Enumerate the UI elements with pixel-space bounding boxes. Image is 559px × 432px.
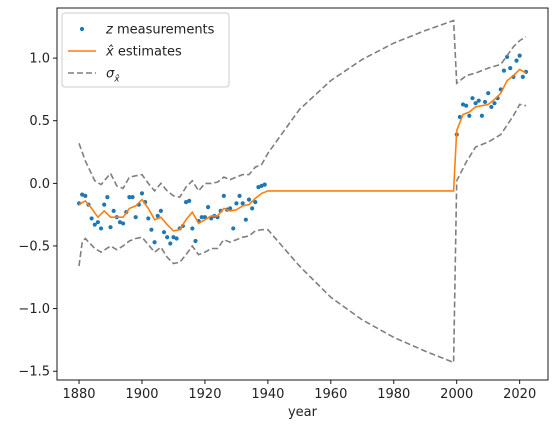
y-tick-label: −1.5 bbox=[18, 365, 50, 380]
measurement-point bbox=[508, 66, 513, 71]
x-axis-ticks: 1880 1900 1920 1940 1960 1980 2000 2020 bbox=[62, 380, 536, 402]
measurement-point bbox=[228, 206, 233, 211]
measurement-point bbox=[111, 208, 116, 214]
measurement-point bbox=[89, 216, 94, 221]
measurement-point bbox=[168, 241, 173, 246]
measurement-point bbox=[92, 222, 97, 227]
measurement-point bbox=[165, 235, 170, 240]
measurement-point bbox=[133, 215, 138, 220]
measurement-point bbox=[470, 96, 475, 101]
measurement-point bbox=[146, 216, 151, 221]
x-tick-label: 1880 bbox=[62, 387, 95, 402]
x-tick-label: 1940 bbox=[251, 387, 284, 402]
measurement-point bbox=[158, 208, 163, 214]
measurement-point bbox=[467, 113, 472, 118]
measurement-point bbox=[460, 102, 466, 107]
measurement-point bbox=[246, 197, 252, 202]
measurement-point bbox=[199, 215, 204, 220]
x-tick-label: 2020 bbox=[503, 387, 536, 402]
y-tick-label: −1.0 bbox=[18, 302, 50, 317]
measurement-point bbox=[517, 53, 522, 58]
measurement-point bbox=[139, 191, 145, 196]
measurement-point bbox=[256, 185, 261, 190]
measurement-point bbox=[174, 236, 179, 241]
measurement-point bbox=[253, 200, 258, 205]
series-layer bbox=[76, 19, 529, 364]
measurement-point bbox=[83, 193, 88, 198]
measurement-point bbox=[98, 226, 104, 231]
measurement-point bbox=[155, 213, 160, 219]
x-tick-label: 2000 bbox=[440, 387, 473, 402]
measurement-point bbox=[501, 68, 507, 73]
measurement-point bbox=[482, 99, 488, 105]
measurement-point bbox=[105, 195, 110, 200]
x-axis-label: year bbox=[288, 405, 318, 420]
measurement-point bbox=[476, 98, 481, 103]
measurement-point bbox=[117, 220, 123, 225]
axes-frame bbox=[56, 7, 549, 381]
measurement-point bbox=[190, 226, 195, 231]
y-tick-label: 1.0 bbox=[29, 52, 50, 67]
x-tick-label: 1900 bbox=[125, 387, 158, 402]
measurement-point bbox=[259, 183, 264, 188]
measurement-point bbox=[171, 235, 176, 240]
measurement-point bbox=[262, 182, 267, 187]
measurement-point bbox=[520, 74, 525, 79]
legend-label: σx̂ bbox=[106, 67, 120, 85]
measurement-point bbox=[95, 220, 101, 225]
measurement-point bbox=[234, 201, 239, 206]
measurement-point bbox=[102, 202, 107, 207]
measurement-point bbox=[183, 200, 189, 205]
y-tick-label: 0.5 bbox=[29, 114, 50, 129]
measurement-point bbox=[479, 113, 485, 118]
measurement-point bbox=[240, 201, 245, 206]
measurement-point bbox=[473, 101, 478, 106]
measurement-point bbox=[514, 58, 519, 63]
y-tick-label: 0.0 bbox=[29, 177, 50, 192]
measurement-point bbox=[504, 54, 510, 59]
plot-area bbox=[56, 7, 549, 381]
x-tick-label: 1920 bbox=[188, 387, 221, 402]
measurement-point bbox=[486, 91, 491, 96]
measurement-point bbox=[250, 206, 255, 211]
measurement-point bbox=[149, 227, 154, 232]
legend-marker-measurements bbox=[79, 26, 85, 32]
sigma-lower-line bbox=[78, 103, 527, 364]
measurement-point bbox=[152, 240, 157, 245]
measurement-point bbox=[127, 195, 132, 200]
measurement-point bbox=[130, 195, 135, 200]
legend-label: x̂ estimates bbox=[105, 45, 182, 60]
x-tick-label: 1980 bbox=[377, 387, 410, 402]
legend-box bbox=[61, 12, 230, 88]
measurement-point bbox=[221, 193, 226, 198]
measurement-point bbox=[80, 192, 85, 197]
measurement-point bbox=[492, 101, 497, 106]
y-axis-ticks: −1.5 −1.0 −0.5 0.0 0.5 1.0 bbox=[18, 52, 57, 380]
legend-label: z measurements bbox=[105, 23, 215, 38]
x-tick-label: 1960 bbox=[314, 387, 347, 402]
legend: z measurements x̂ estimates σx̂ bbox=[61, 12, 230, 88]
measurement-point bbox=[243, 217, 248, 222]
measurement-point bbox=[205, 205, 211, 210]
y-tick-label: −0.5 bbox=[18, 239, 50, 254]
measurement-point bbox=[464, 103, 469, 108]
measurement-point bbox=[489, 104, 494, 110]
measurement-point bbox=[187, 198, 192, 203]
measurement-point bbox=[161, 230, 167, 235]
measurement-point bbox=[231, 226, 236, 231]
measurement-point bbox=[237, 193, 242, 198]
measurement-point bbox=[193, 238, 198, 244]
sigma-upper-line bbox=[78, 19, 527, 198]
measurement-point bbox=[108, 225, 113, 230]
estimate-line bbox=[78, 68, 527, 232]
measurement-point bbox=[120, 221, 126, 226]
